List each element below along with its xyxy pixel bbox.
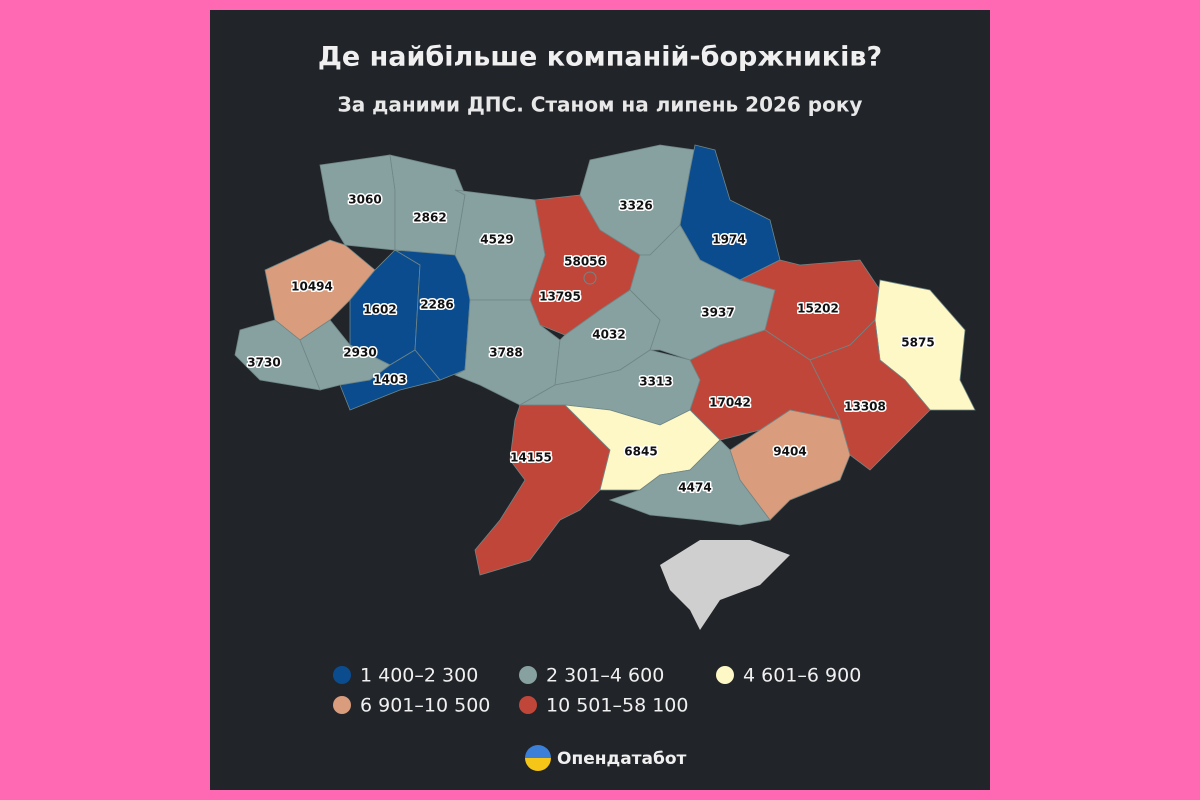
region-value: 1602 [363,303,396,317]
region-value: 3937 [701,306,734,320]
region [234,319,321,391]
region-value: 3313 [639,375,672,389]
region [608,439,771,526]
region-value: 2930 [343,346,376,360]
legend-swatch [716,666,734,684]
region-value: 4474 [678,481,711,495]
legend-swatch [333,666,351,684]
region-value: 10494 [291,280,333,294]
region-value: 13795 [539,290,581,304]
legend-label: 6 901–10 500 [360,695,490,717]
region-value: 17042 [709,396,751,410]
region [809,319,931,471]
region [389,154,466,256]
region-value: 4032 [592,328,625,342]
region-value: 3326 [619,199,652,213]
legend-label: 2 301–4 600 [546,665,664,687]
region-value: 4529 [480,233,513,247]
region-value: 13308 [844,400,886,414]
region [339,349,441,411]
title: Де найбільше компаній-боржників? [318,42,882,73]
map-labels: 3060 2862 4529 58056 3326 1974 10494 1602 2286 13… [246,191,936,496]
region-value: 6845 [624,445,657,459]
region-value: 15202 [797,302,839,316]
region-value: 14155 [510,451,552,465]
region-value: 2862 [413,211,446,225]
region-value: 2286 [420,298,453,312]
legend-swatch [333,696,351,714]
region [583,271,597,285]
region-value: 3788 [489,346,522,360]
brand-logo [525,745,551,771]
region-value: 1974 [712,233,745,247]
subtitle: За даними ДПС. Станом на липень 2026 рок… [338,93,863,117]
legend: 1 400–2 300 2 301–4 600 4 601–6 900 6 901–1… [333,665,861,717]
region-value: 3730 [247,356,280,370]
brand: Опендатабот [557,749,687,769]
region-value: 1403 [373,373,406,387]
region-value: 9404 [773,445,806,459]
map [234,144,976,576]
region-value: 3060 [348,193,381,207]
legend-swatch [519,666,537,684]
legend-label: 10 501–58 100 [546,695,688,717]
crimea [660,540,790,630]
region-value: 5875 [901,336,934,350]
legend-label: 4 601–6 900 [743,665,861,687]
legend-label: 1 400–2 300 [360,665,478,687]
region-value: 58056 [564,255,606,269]
legend-swatch [519,696,537,714]
